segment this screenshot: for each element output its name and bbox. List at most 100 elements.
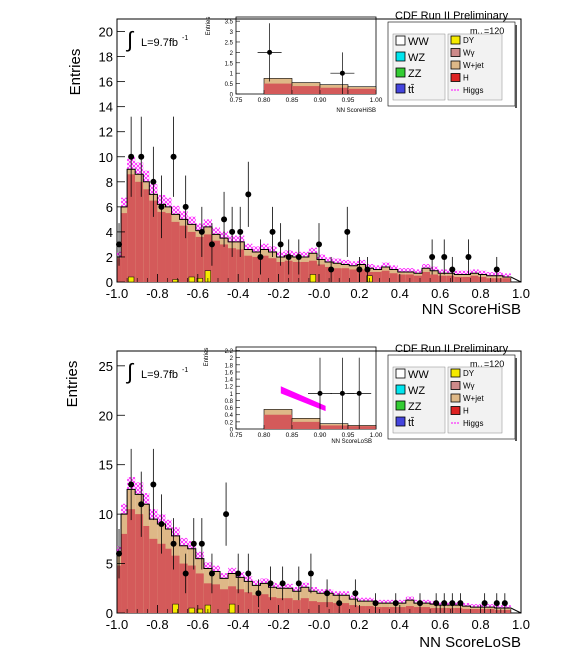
wgamma-bin (325, 602, 334, 613)
inset-y-tick-label: 1 (230, 72, 234, 78)
wgamma-bin (389, 273, 398, 282)
wgamma-bin (454, 608, 463, 613)
data-point (229, 228, 236, 235)
uncertainty-band-bin (381, 599, 390, 604)
inset-y-label: Entries (204, 348, 210, 367)
uncertainty-band-bin (478, 604, 487, 608)
data-point (138, 153, 145, 160)
inset-y-tick-label: 0 (230, 428, 234, 434)
wgamma-bin (203, 234, 212, 282)
data-point (182, 203, 189, 210)
data-point (316, 241, 322, 248)
legend-swatch-h (450, 73, 461, 82)
inset-x-tick-label: 0.90 (314, 432, 327, 439)
uncertainty-band-bin (397, 599, 406, 604)
data-point (279, 580, 286, 587)
wgamma-bin (397, 274, 406, 282)
wgamma-bin (308, 260, 317, 282)
legend-label-h: H (463, 74, 469, 83)
wgamma-bin (157, 211, 166, 282)
wgamma-bin (276, 261, 285, 282)
inset-wgamma-bin (348, 426, 376, 429)
data-point (257, 253, 264, 260)
background-outline (116, 488, 522, 614)
data-point (441, 600, 448, 607)
uncertainty-band-bin (357, 597, 366, 602)
wgamma-bin (165, 548, 172, 613)
uncertainty-band-bin (308, 587, 317, 592)
wgamma-bin (228, 586, 237, 613)
data-point (158, 203, 165, 210)
data-point (208, 241, 215, 248)
inset-y-tick-label: 0.8 (225, 399, 234, 405)
data-point (501, 600, 508, 607)
data-point (417, 600, 423, 607)
legend-swatch-ww (395, 35, 406, 46)
data-point (356, 266, 363, 273)
uncertainty-band-bin (365, 597, 374, 602)
uncertainty-band-bin (357, 259, 366, 265)
uncertainty-band-bin (494, 605, 503, 609)
uncertainty-band-bin (187, 216, 196, 225)
y-tick-label: 20 (99, 408, 113, 423)
legend-label-ww: WW (408, 369, 429, 381)
uncertainty-band-bin (462, 270, 471, 275)
uncertainty-band-bin (300, 251, 309, 257)
inset-frame (235, 346, 377, 430)
dy-bin (188, 276, 195, 283)
uncertainty-band-bin (260, 243, 269, 250)
data-point (285, 253, 292, 260)
legend-swatch-tt (395, 83, 406, 94)
panel-hisb: -1.0 -0.8 -0.6 -0.4 -0.2 -0.0 0.2 0.4 0.6 0.8 1.00… (67, 10, 530, 318)
inset-x-tick-label: 1.00 (370, 97, 383, 104)
uncertainty-band-bin (179, 211, 188, 220)
uncertainty-band-bin (143, 493, 150, 505)
legend-label-higgs: Higgs (463, 86, 483, 95)
uncertainty-band-bin (365, 263, 374, 269)
data-point (433, 600, 440, 607)
uncertainty-band-bin (276, 583, 285, 589)
mass-m: m (470, 26, 478, 36)
uncertainty-band-bin (211, 227, 221, 235)
x-tick-label: -0.6 (187, 617, 209, 632)
uncertainty-band-bin (260, 578, 269, 584)
wgamma-bin (260, 255, 269, 282)
wgamma-bin (357, 606, 366, 613)
wgamma-bin (292, 600, 301, 613)
data-point (429, 253, 436, 260)
data-point (324, 590, 331, 597)
data-point (449, 600, 456, 607)
legend-swatch-wjet (450, 393, 461, 403)
wgamma-bin (187, 231, 196, 282)
dy-bin (172, 279, 179, 283)
inset-y-tick-label: 1.6 (225, 370, 234, 376)
wgamma-bin (413, 607, 423, 613)
x-tick-label: 0.6 (431, 286, 449, 301)
legend-swatch-wg (450, 48, 461, 57)
uncertainty-band-bin (220, 573, 229, 579)
wgamma-bin (149, 538, 158, 613)
wgamma-bin (438, 275, 447, 282)
inset-wgamma-bin (292, 86, 320, 94)
y-tick-label: 20 (99, 25, 113, 40)
inset-y-tick-label: 2 (230, 356, 234, 362)
uncertainty-band-bin (430, 266, 439, 271)
legend-label-wz: WZ (408, 385, 425, 397)
data-point (493, 266, 500, 273)
x-tick-label: 0.8 (472, 617, 490, 632)
data-point (277, 241, 284, 248)
x-tick-label: -0.8 (146, 617, 168, 632)
data-point (158, 521, 165, 528)
data-point (170, 540, 177, 547)
uncertainty-band-bin (316, 254, 326, 260)
mass-value: =120 (484, 359, 504, 369)
wgamma-bin (381, 270, 390, 282)
uncertainty-band-bin (195, 551, 204, 559)
data-point (245, 570, 252, 577)
wgamma-bin (244, 592, 253, 613)
wgamma-bin (349, 269, 358, 282)
wgamma-bin (252, 256, 261, 282)
uncertainty-band-bin (422, 263, 431, 269)
inset-wgamma-bin (264, 83, 292, 94)
wgamma-bin (284, 598, 293, 613)
